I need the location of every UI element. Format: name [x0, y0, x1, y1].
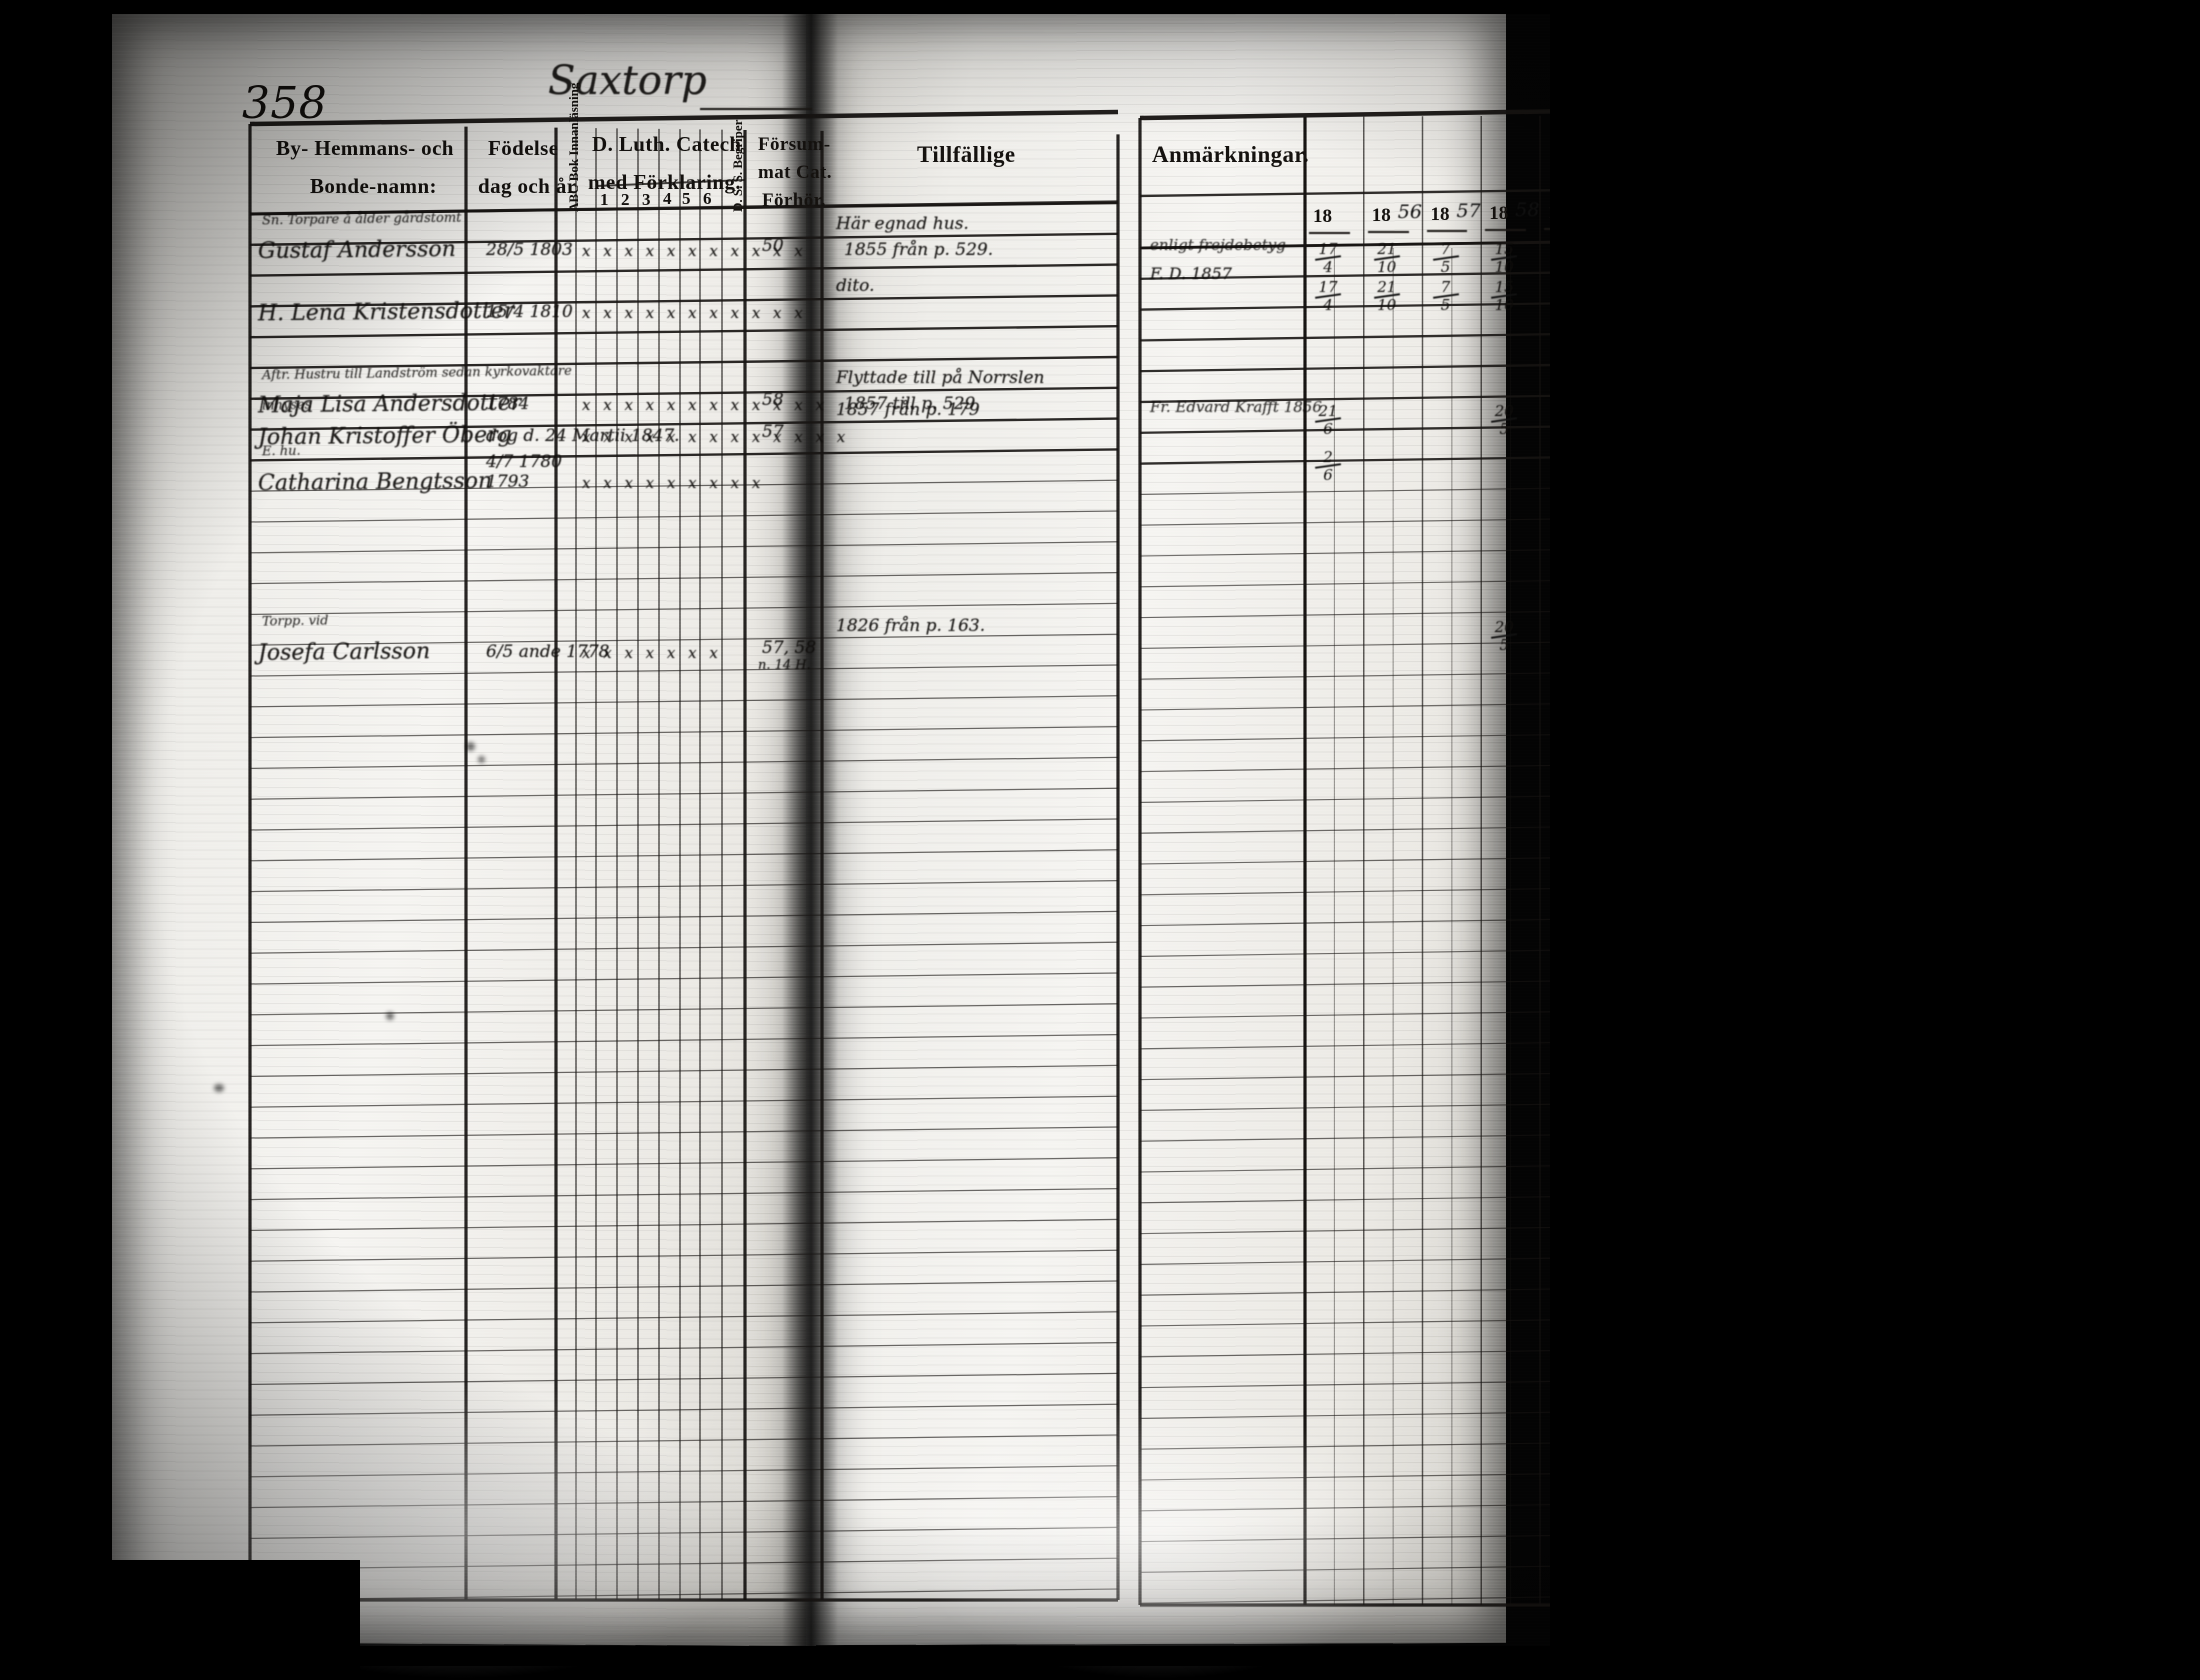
header-name-line1: By- Hemmans- och: [276, 136, 454, 161]
entry-forsummat: 58: [762, 390, 784, 410]
entry-tillfallige-line1: 1857 från p. 179: [836, 400, 980, 420]
entry-catechism-marks: x x x x x x x x x: [582, 474, 764, 492]
photo-corner-shadow-tr: [2010, 1230, 2190, 1430]
header-forsummat-line3: Förhör.: [762, 190, 826, 212]
entry-anmarkningar-secondary: F. D. 1857: [1150, 264, 1232, 283]
year-underline-2: [1368, 231, 1409, 233]
photo-corner-shadow-bl: [100, 1560, 360, 1670]
ink-smudge: [478, 756, 485, 763]
entry-forsummat: 57: [762, 422, 784, 442]
year-written-4: 58: [1515, 199, 1539, 221]
ink-smudge: [214, 1084, 224, 1092]
header-begriper-label: D. S. S. Begriper: [730, 120, 746, 212]
ink-smudge: [386, 1012, 394, 1020]
header-forsummat-line1: Försum-: [758, 134, 830, 156]
header-birth-line2: dag och år: [478, 174, 577, 199]
entry-tillfallige-line1: dito.: [836, 276, 875, 296]
catech-subcol-4: 4: [663, 189, 672, 209]
header-forsummat-line2: mat Cat.: [758, 162, 832, 184]
entry-catechism-marks: x x x x x x x: [582, 644, 722, 662]
year-underline-4: [1485, 229, 1526, 231]
page-number: 358: [242, 78, 327, 129]
year-underline-1: [1309, 232, 1350, 234]
catech-subcol-3: 3: [642, 190, 651, 210]
catech-subcol-1: 1: [600, 190, 609, 210]
year-printed-1: 18: [1313, 206, 1332, 228]
catech-subcol-2: 2: [621, 190, 630, 210]
entry-name-note: Sn. Torpare å ålder gårdstomt: [262, 211, 462, 229]
entry-name-note: E. hu.: [262, 444, 301, 460]
parish-heading-underline: [700, 108, 812, 110]
header-anmarkningar: Anmärkningar.: [1152, 142, 1309, 168]
header-birth-line1: Födelse: [488, 136, 558, 161]
entry-tillfallige-line2: 1855 från p. 529.: [844, 240, 993, 260]
entry-catechism-marks: x x x x x x x x x x x x x: [582, 428, 849, 446]
header-name-line2: Bonde-namn:: [310, 174, 437, 199]
year-written-3: 57: [1457, 200, 1481, 222]
entry-birth: 1784: [486, 394, 529, 414]
entry-tillfallige-line1: Här egnad hus.: [836, 214, 969, 234]
catech-subcol-5: 5: [682, 189, 691, 209]
header-abc-label: ABC Bok Innanläsning: [566, 83, 582, 212]
entry-name: Gustaf Andersson: [258, 237, 456, 264]
entry-birth: 15/4 1810: [486, 302, 573, 322]
entry-anmarkningar: enligt frejdebetyg: [1150, 236, 1286, 254]
entry-name: H. Lena Kristensdotter: [258, 299, 514, 327]
ink-smudge: [466, 742, 475, 751]
photo-border-top: [0, 0, 2200, 14]
entry-birth: 28/5 1803: [486, 240, 573, 260]
entry-name-note: Torpp. vid: [262, 614, 329, 630]
header-catech-line1: D. Luth. Catech: [592, 132, 742, 157]
year-printed-2: 18: [1372, 205, 1391, 227]
year-underline-3: [1427, 230, 1468, 232]
entry-birth-secondary: 4/7 1780: [486, 452, 562, 472]
entry-forsummat-secondary: n. 14 H.: [758, 658, 811, 673]
entry-name-note: inhyses: [262, 398, 312, 414]
entry-forsummat: 50: [762, 236, 784, 256]
year-printed-3: 18: [1431, 204, 1450, 226]
photo-border-left: [0, 0, 112, 1666]
entry-name: Josefa Carlsson: [258, 639, 430, 666]
entry-catechism-marks: x x x x x x x x x x x x: [582, 396, 828, 414]
entry-name: Catharina Bengtsson: [258, 469, 492, 496]
entry-birth: 1793: [486, 472, 529, 492]
year-printed-4: 18: [1489, 203, 1508, 225]
entry-tillfallige-line1: 1826 från p. 163.: [836, 616, 985, 636]
entry-tillfallige-line1: Flyttade till på Norrslen: [836, 368, 1044, 388]
entry-forsummat: 57, 58: [762, 638, 816, 658]
entry-catechism-marks: x x x x x x x x x x x: [582, 304, 807, 322]
entry-anmarkningar: Fr. Edvard Krafft 1856: [1150, 398, 1322, 416]
year-written-2: 56: [1398, 201, 1422, 223]
header-tillfallige: Tillfällige: [917, 142, 1016, 168]
catech-subcol-6: 6: [703, 189, 712, 209]
